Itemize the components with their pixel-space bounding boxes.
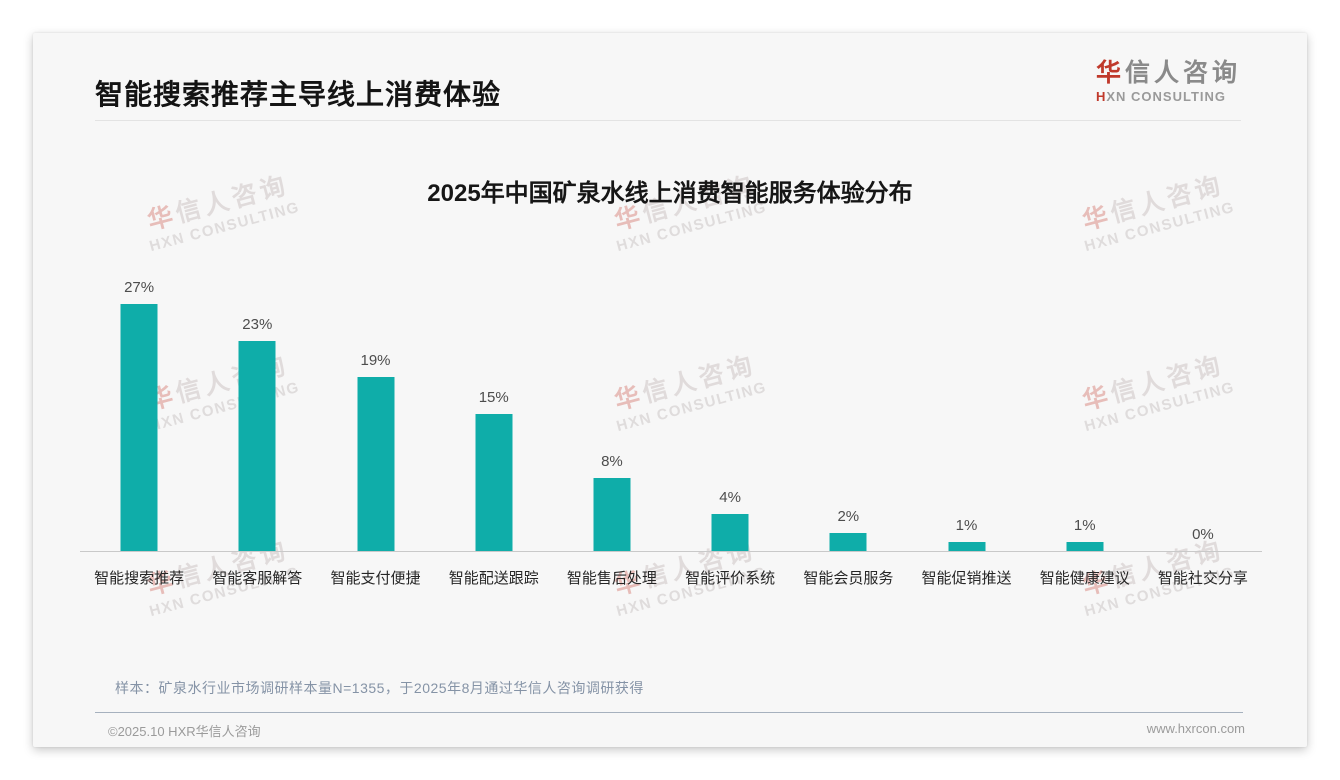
header-divider — [95, 120, 1241, 121]
bar-column: 1% — [1026, 262, 1144, 551]
bar-column: 8% — [553, 262, 671, 551]
footer: ©2025.10 HXR华信人咨询 www.hxrcon.com — [108, 721, 1245, 740]
category-label: 智能促销推送 — [921, 570, 1012, 587]
bar-value-label: 0% — [1192, 526, 1214, 543]
page-title: 智能搜索推荐主导线上消费体验 — [95, 79, 502, 110]
bar-column: 4% — [671, 262, 789, 551]
category-label: 智能支付便捷 — [330, 570, 421, 587]
category-label: 智能会员服务 — [803, 570, 894, 587]
sample-note: 样本：矿泉水行业市场调研样本量N=1355，于2025年8月通过华信人咨询调研获… — [115, 680, 644, 696]
category-label: 智能评价系统 — [685, 570, 776, 587]
bar — [1066, 541, 1104, 551]
slide-card: 智能搜索推荐主导线上消费体验 华信人咨询 HXN CONSULTING 2025… — [33, 33, 1307, 747]
bar-column: 1% — [907, 262, 1025, 551]
bar — [238, 340, 276, 551]
bar-chart: 27% 23% 19% 15% 8% 4% 2% 1% 1% 0% — [80, 262, 1262, 552]
category-axis: 智能搜索推荐 智能客服解答 智能支付便捷 智能配送跟踪 智能售后处理 智能评价系统 智能会员… — [80, 553, 1262, 588]
category-label: 智能配送跟踪 — [448, 570, 539, 587]
chart-title: 2025年中国矿泉水线上消费智能服务体验分布 — [427, 180, 913, 207]
bar-column: 19% — [316, 262, 434, 551]
bar-value-label: 15% — [478, 388, 509, 406]
brand-logo-en-gray-chars: XN CONSULTING — [1106, 88, 1227, 104]
brand-logo-gray-chars: 信人咨询 — [1124, 59, 1241, 87]
brand-logo-red-char: 华 — [1095, 59, 1125, 87]
brand-logo-en-red-char: H — [1095, 88, 1107, 104]
bar — [948, 541, 986, 551]
bar-value-label: 8% — [601, 452, 623, 470]
footer-divider — [95, 712, 1243, 713]
bar — [711, 514, 749, 551]
bar — [357, 377, 394, 551]
bar-value-label: 27% — [124, 278, 155, 296]
bar — [120, 303, 158, 551]
bar-value-label: 19% — [360, 352, 391, 370]
bar-value-label: 1% — [1073, 516, 1096, 534]
category-label: 智能健康建议 — [1039, 570, 1130, 587]
brand-logo: 华信人咨询 HXN CONSULTING — [1096, 59, 1241, 104]
bar-column: 0% — [1144, 262, 1262, 551]
bar — [593, 477, 631, 551]
copyright-text: ©2025.10 HXR华信人咨询 — [108, 724, 261, 739]
bar-value-label: 2% — [837, 507, 860, 525]
bar-column: 2% — [789, 262, 907, 551]
bar-column: 23% — [198, 262, 316, 551]
category-label: 智能客服解答 — [212, 570, 303, 587]
bar-value-label: 4% — [719, 489, 741, 507]
brand-logo-english: HXN CONSULTING — [1096, 89, 1241, 104]
bar-value-label: 1% — [955, 516, 978, 534]
website-url: www.hxrcon.com — [1146, 721, 1245, 736]
bar — [475, 413, 513, 551]
bar-value-label: 23% — [242, 315, 273, 333]
bar-column: 27% — [80, 262, 198, 551]
bar — [829, 532, 867, 551]
category-label: 智能社交分享 — [1157, 570, 1248, 587]
bar-column: 15% — [435, 262, 553, 551]
category-label: 智能搜索推荐 — [94, 570, 185, 587]
category-label: 智能售后处理 — [566, 570, 657, 587]
brand-logo-chinese: 华信人咨询 — [1096, 59, 1241, 88]
